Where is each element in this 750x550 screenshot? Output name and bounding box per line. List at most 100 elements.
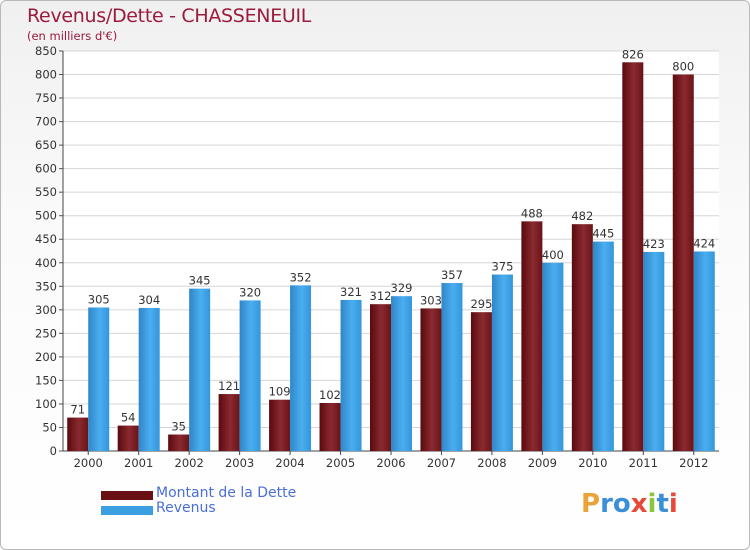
value-label-dette: 102 [319, 388, 341, 402]
value-label-dette: 71 [70, 403, 85, 417]
chart-title: Revenus/Dette - CHASSENEUIL [27, 5, 312, 27]
logo-letter: o [612, 489, 631, 519]
y-tick-label: 800 [35, 68, 57, 82]
value-label-dette: 826 [622, 47, 644, 61]
bar-dette [370, 304, 391, 451]
bar-revenus [138, 307, 160, 451]
proxiti-logo: Proxiti [581, 489, 678, 519]
bar-dette [521, 221, 543, 451]
logo-letter: x [630, 489, 648, 519]
logo-letter: i [668, 489, 678, 519]
x-tick-label: 2005 [326, 456, 355, 470]
legend-label-revenus: Revenus [156, 500, 216, 516]
y-tick-label: 750 [35, 91, 57, 105]
bar-revenus [441, 283, 463, 451]
x-tick-label: 2006 [376, 456, 405, 470]
legend-label-dette: Montant de la Dette [156, 485, 297, 501]
x-tick-label: 2011 [629, 456, 658, 470]
value-label-dette: 303 [420, 293, 442, 307]
bar-revenus [88, 307, 110, 451]
value-label-revenus: 423 [643, 237, 665, 251]
bar-dette [218, 394, 240, 451]
bar-revenus [643, 251, 665, 451]
bar-revenus [189, 288, 211, 451]
bar-dette [269, 399, 291, 451]
x-tick-label: 2004 [275, 456, 304, 470]
y-tick-label: 400 [35, 256, 57, 270]
x-tick-label: 2008 [477, 456, 506, 470]
value-label-dette: 295 [470, 297, 492, 311]
value-label-revenus: 321 [340, 285, 362, 299]
y-tick-label: 550 [35, 185, 57, 199]
value-label-dette: 109 [269, 385, 291, 399]
bar-revenus [391, 296, 412, 451]
bar-revenus [542, 262, 564, 451]
y-tick-label: 850 [35, 44, 57, 58]
bar-dette [168, 434, 190, 451]
y-tick-label: 200 [35, 350, 57, 364]
value-label-dette: 482 [571, 209, 593, 223]
bar-revenus [592, 241, 614, 451]
value-label-revenus: 352 [290, 270, 312, 284]
logo-letter: i [647, 489, 657, 519]
value-label-revenus: 329 [391, 281, 413, 295]
x-tick-label: 2001 [124, 456, 153, 470]
y-tick-label: 250 [35, 326, 57, 340]
value-label-revenus: 357 [441, 268, 463, 282]
y-tick-label: 150 [35, 373, 57, 387]
x-tick-label: 2000 [74, 456, 103, 470]
legend-swatch-dette [101, 491, 153, 500]
value-label-revenus: 424 [693, 236, 715, 250]
y-tick-label: 300 [35, 303, 57, 317]
x-tick-label: 2010 [578, 456, 607, 470]
chart-subtitle: (en milliers d'€) [27, 29, 118, 43]
x-tick-label: 2003 [225, 456, 254, 470]
bar-revenus [239, 300, 261, 451]
bar-dette [67, 417, 89, 451]
y-tick-label: 50 [42, 420, 57, 434]
value-label-dette: 800 [672, 60, 694, 74]
bar-revenus [491, 274, 513, 451]
x-tick-label: 2009 [528, 456, 557, 470]
value-label-revenus: 400 [542, 248, 564, 262]
bar-dette [319, 403, 341, 451]
value-label-dette: 488 [521, 206, 543, 220]
legend-swatch-revenus [101, 506, 153, 515]
bar-revenus [693, 251, 715, 451]
bar-dette [470, 312, 492, 451]
value-label-revenus: 320 [239, 285, 261, 299]
value-label-dette: 312 [370, 289, 392, 303]
logo-letter: t [656, 489, 669, 519]
value-label-revenus: 304 [138, 293, 160, 307]
y-tick-label: 100 [35, 397, 57, 411]
value-label-revenus: 375 [491, 260, 513, 274]
bar-revenus [290, 285, 312, 451]
y-tick-label: 0 [50, 444, 57, 458]
x-tick-label: 2007 [427, 456, 456, 470]
value-label-dette: 121 [218, 379, 240, 393]
bars [67, 62, 715, 451]
y-tick-label: 700 [35, 115, 57, 129]
bar-dette [672, 74, 694, 451]
value-label-dette: 54 [121, 411, 136, 425]
value-label-revenus: 345 [189, 274, 211, 288]
value-label-revenus: 445 [592, 227, 614, 241]
bar-dette [420, 308, 442, 451]
y-tick-label: 450 [35, 232, 57, 246]
bar-dette [571, 224, 593, 451]
value-label-dette: 35 [171, 420, 186, 434]
y-tick-label: 350 [35, 279, 57, 293]
bar-dette [117, 425, 139, 451]
logo-letter: P [581, 489, 601, 519]
bar-revenus [340, 299, 362, 451]
y-tick-label: 500 [35, 209, 57, 223]
logo-letter: r [600, 489, 613, 519]
x-tick-label: 2002 [175, 456, 204, 470]
y-tick-label: 650 [35, 138, 57, 152]
bar-dette [622, 62, 644, 451]
x-tick-label: 2012 [679, 456, 708, 470]
value-label-revenus: 305 [88, 292, 110, 306]
